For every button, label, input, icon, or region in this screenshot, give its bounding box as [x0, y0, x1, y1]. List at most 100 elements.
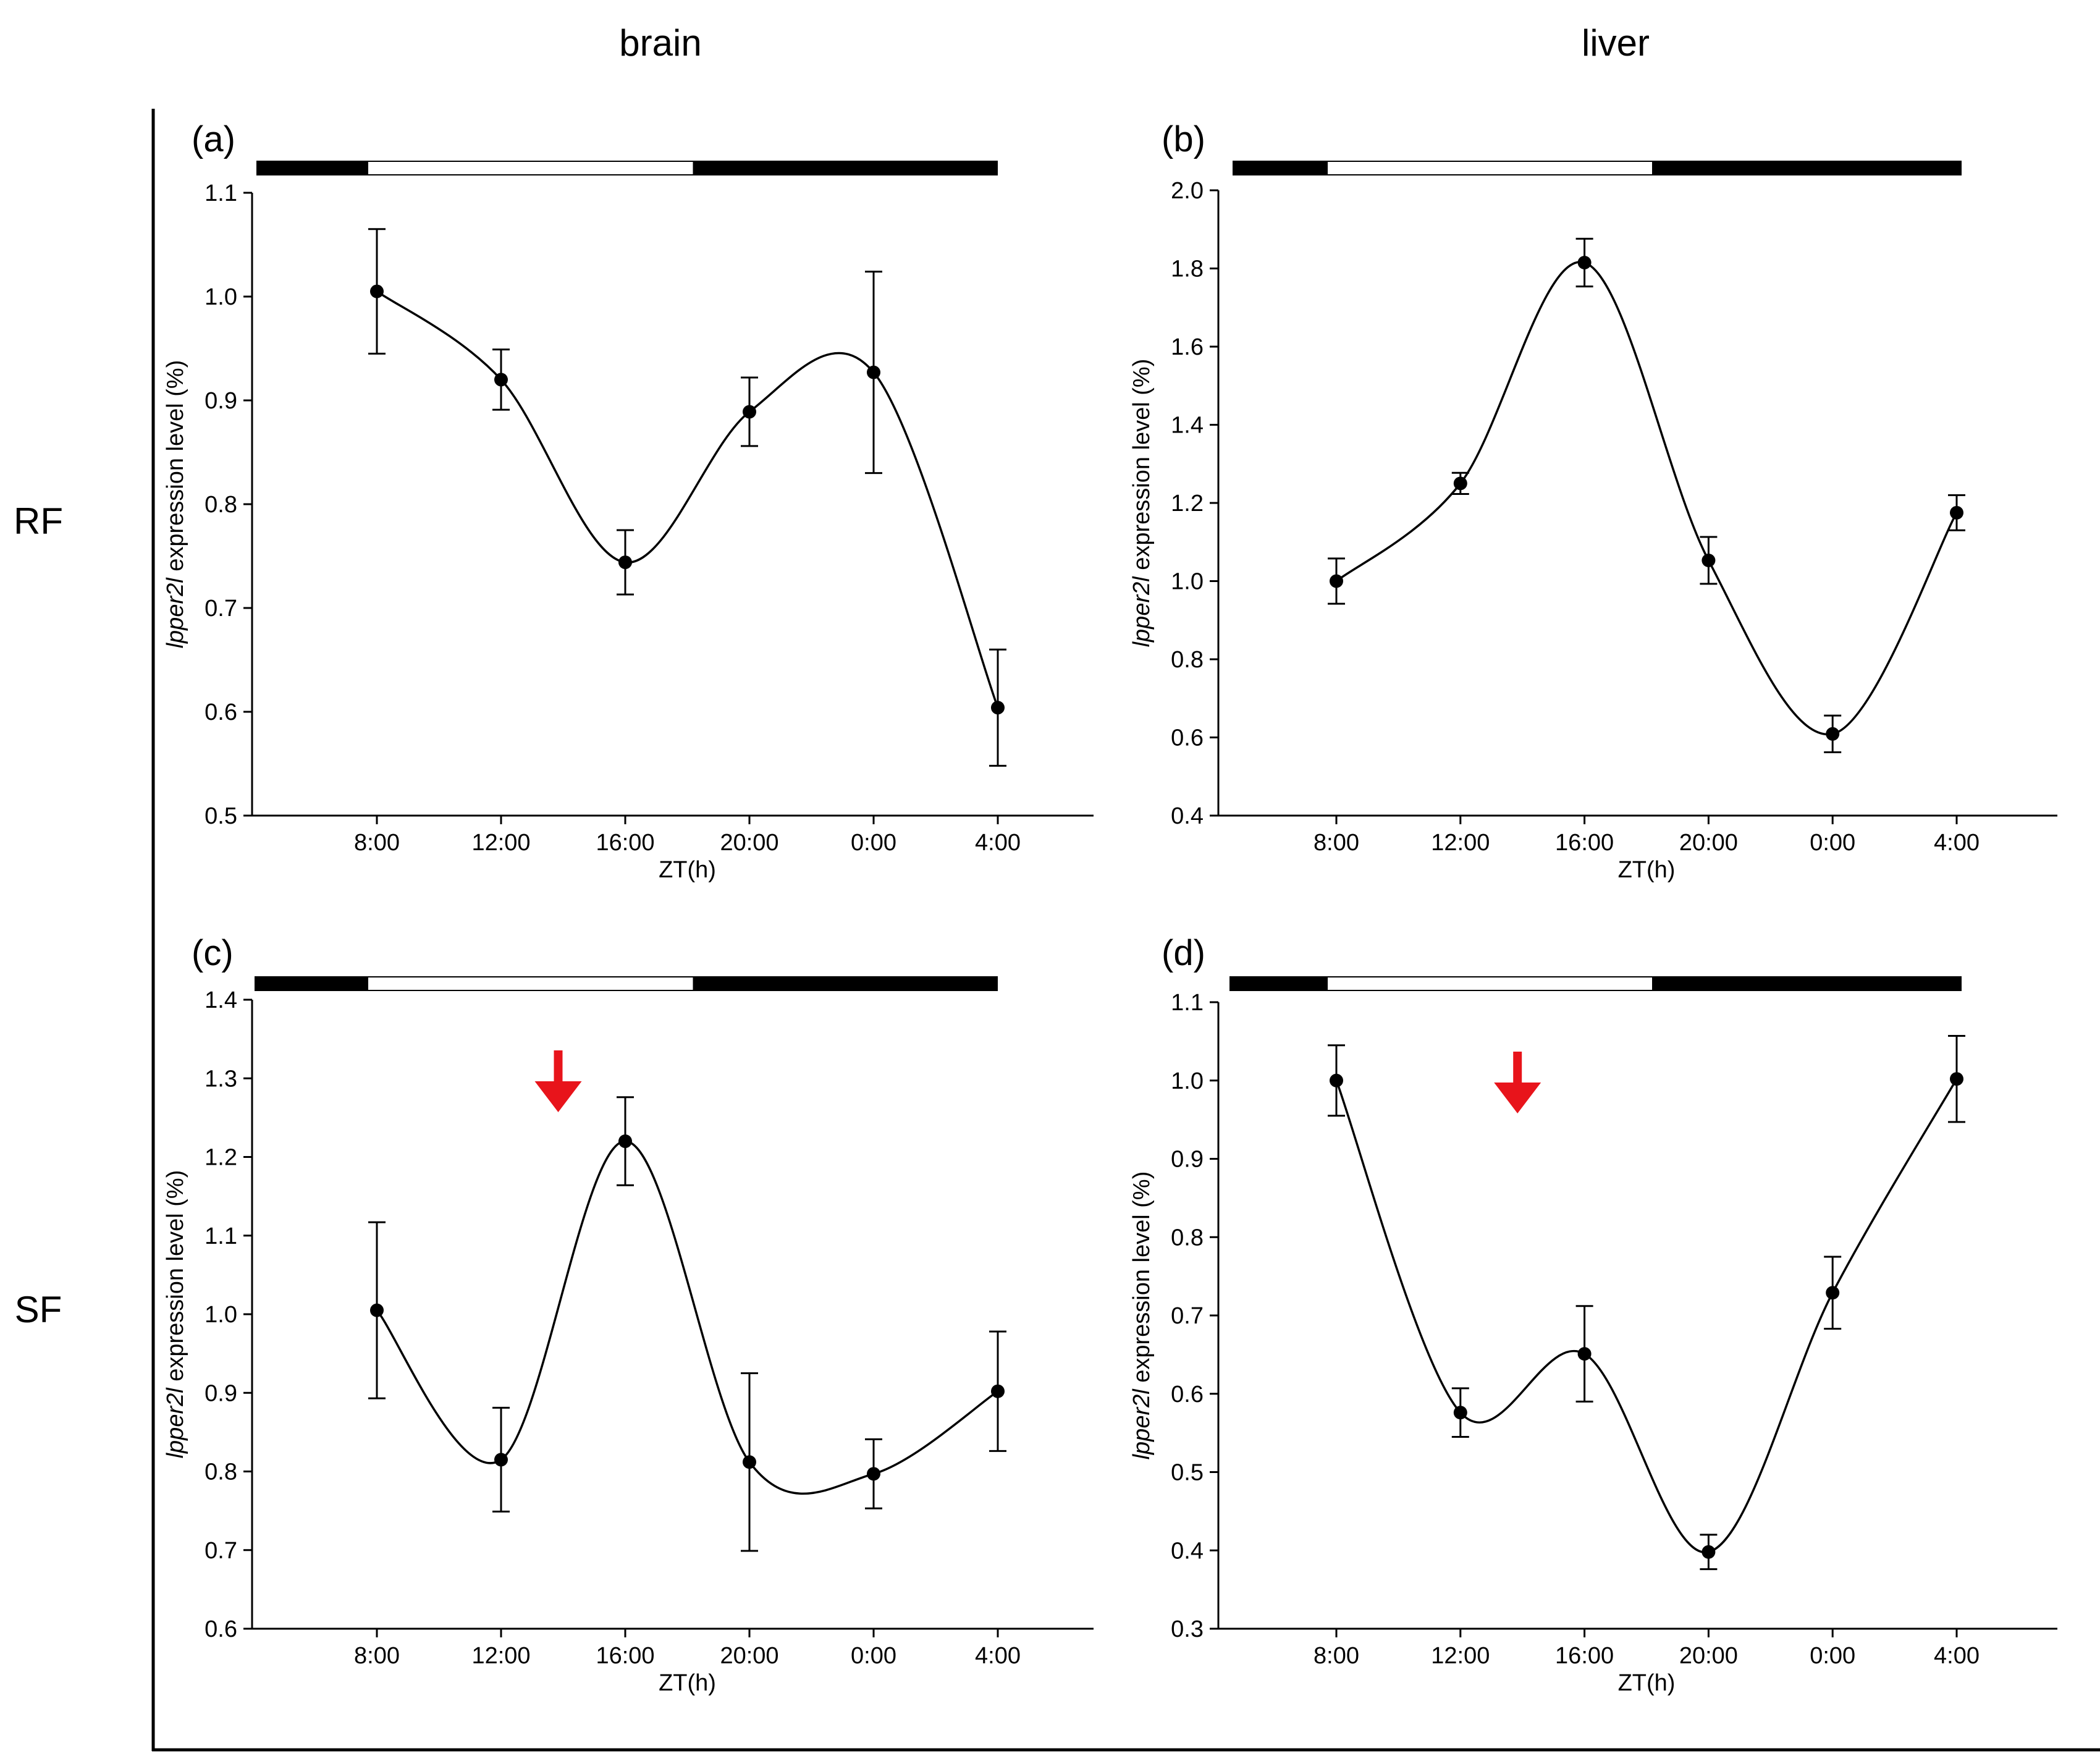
header-brain: brain	[619, 22, 701, 64]
header-rf: RF	[14, 500, 63, 542]
data-point	[618, 1134, 632, 1149]
panel-label: (b)	[1162, 119, 1205, 159]
data-point	[991, 1384, 1005, 1398]
y-axis-label-text: expression level (%)	[162, 360, 188, 578]
x-tick-label: 20:00	[720, 1643, 778, 1669]
y-axis-label-text: expression level (%)	[1129, 359, 1155, 577]
light-period-bar	[367, 161, 694, 175]
dark-period-bar	[256, 161, 368, 175]
y-tick-label: 1.8	[1171, 256, 1204, 282]
x-axis-label: ZT(h)	[1618, 1670, 1676, 1696]
data-point	[1950, 505, 1963, 520]
x-tick-label: 16:00	[596, 1643, 654, 1669]
y-tick-label: 1.0	[205, 284, 237, 310]
data-point	[1453, 476, 1467, 491]
data-point	[867, 365, 880, 379]
x-tick-label: 16:00	[596, 830, 654, 856]
data-point	[1453, 1406, 1467, 1420]
red-arrow-icon	[1494, 1052, 1541, 1113]
y-axis-label: lpper2l expression level (%)	[1129, 359, 1155, 648]
x-tick-label: 16:00	[1555, 830, 1614, 856]
y-tick-label: 0.6	[1171, 1382, 1204, 1408]
y-tick-label: 0.7	[205, 596, 237, 622]
y-tick-label: 1.2	[1171, 491, 1204, 517]
x-tick-label: 8:00	[1314, 1643, 1359, 1669]
y-tick-label: 0.5	[1171, 1460, 1204, 1486]
data-point	[618, 555, 632, 570]
dark-period-bar	[693, 976, 998, 991]
data-point	[1702, 1545, 1716, 1559]
dark-period-bar	[255, 976, 368, 991]
y-tick-label: 0.6	[205, 699, 237, 725]
y-tick-label: 0.8	[1171, 647, 1204, 673]
data-point	[1577, 1347, 1592, 1361]
x-tick-label: 8:00	[1314, 830, 1359, 856]
y-tick-label: 1.0	[1171, 569, 1204, 595]
y-tick-label: 1.4	[205, 987, 237, 1013]
y-tick-label: 0.8	[1171, 1225, 1204, 1251]
data-point	[1826, 727, 1840, 741]
series-line	[1335, 1078, 1958, 1553]
dark-period-bar	[693, 161, 998, 175]
x-tick-label: 0:00	[1810, 1643, 1855, 1669]
x-tick-label: 12:00	[471, 1643, 530, 1669]
chart-panel-b: (b) 0.4 0.6 0.8 1.0 1.2 1.4 1.6 1.8 2.0 8:00 12:00 1…	[1129, 119, 2057, 883]
dark-period-bar	[1229, 976, 1327, 991]
x-tick-label: 4:00	[1934, 1643, 1980, 1669]
x-axis-label: ZT(h)	[659, 857, 716, 883]
y-axis-label-gene: lpper2l	[1129, 576, 1155, 648]
light-period-bar	[1326, 161, 1653, 175]
header-liver: liver	[1582, 22, 1650, 64]
dark-period-bar	[1653, 161, 1962, 175]
y-tick-label: 0.7	[205, 1538, 237, 1564]
y-tick-label: 1.0	[205, 1302, 237, 1328]
y-tick-label: 2.0	[1171, 178, 1204, 204]
x-axis-label: ZT(h)	[659, 1670, 716, 1696]
y-axis-label-gene: lpper2l	[162, 1387, 188, 1459]
x-tick-label: 20:00	[720, 830, 778, 856]
light-period-bar	[367, 976, 694, 991]
x-tick-label: 16:00	[1555, 1643, 1614, 1669]
chart-panel-d: (d) 0.3 0.4 0.5 0.6 0.7 0.8 0.9 1.0 1.1 8:00 12:00 1…	[1129, 933, 2057, 1696]
y-tick-label: 0.6	[205, 1616, 237, 1642]
panel-label: (a)	[192, 119, 235, 159]
series-line	[1335, 261, 1958, 736]
x-tick-label: 0:00	[1810, 830, 1855, 856]
y-tick-label: 1.6	[1171, 334, 1204, 360]
data-point	[370, 1303, 384, 1317]
y-tick-label: 0.6	[1171, 725, 1204, 751]
chart-panel-a: (a) 0.5 0.6 0.7 0.8 0.9 1.0 1.1 8:00 12:00 16:00 20…	[162, 119, 1094, 883]
data-point	[743, 405, 756, 419]
x-tick-label: 4:00	[1934, 830, 1980, 856]
y-tick-label: 1.3	[205, 1066, 237, 1092]
x-tick-label: 20:00	[1679, 830, 1738, 856]
x-tick-label: 8:00	[354, 830, 400, 856]
y-tick-label: 1.4	[1171, 413, 1204, 439]
data-point	[494, 373, 508, 387]
series-line	[376, 1140, 998, 1495]
y-tick-label: 1.1	[205, 1223, 237, 1249]
x-tick-label: 20:00	[1679, 1643, 1738, 1669]
y-tick-label: 0.9	[205, 388, 237, 414]
data-point	[867, 1467, 880, 1481]
y-axis-label: lpper2l expression level (%)	[162, 1170, 188, 1459]
y-tick-label: 1.2	[205, 1145, 237, 1171]
x-axis-label: ZT(h)	[1618, 857, 1676, 883]
data-point	[370, 284, 384, 298]
light-period-bar	[1326, 976, 1653, 991]
y-tick-label: 0.8	[205, 492, 237, 518]
y-tick-label: 0.5	[205, 803, 237, 829]
y-tick-label: 1.0	[1171, 1068, 1204, 1094]
x-tick-label: 8:00	[354, 1643, 400, 1669]
y-tick-label: 0.8	[205, 1459, 237, 1485]
y-axis-label-text: expression level (%)	[162, 1170, 188, 1388]
data-point	[1577, 256, 1592, 270]
y-tick-label: 0.4	[1171, 803, 1204, 829]
x-tick-label: 12:00	[471, 830, 530, 856]
data-point	[743, 1455, 756, 1469]
header-sf: SF	[15, 1289, 62, 1330]
data-point	[991, 701, 1005, 715]
data-point	[494, 1453, 508, 1467]
dark-period-bar	[1653, 976, 1962, 991]
